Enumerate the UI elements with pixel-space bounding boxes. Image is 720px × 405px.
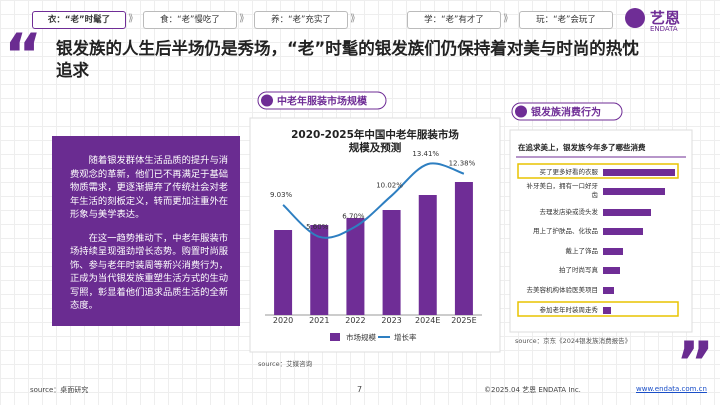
bar	[418, 195, 437, 315]
data-label: 9.03%	[270, 191, 293, 199]
highlight	[517, 301, 679, 317]
nav-tab[interactable]: 养：“老”充实了	[254, 11, 348, 29]
x-tick-label: 2025E	[451, 316, 476, 325]
x-tick-label: 2024E	[415, 316, 440, 325]
bar	[346, 218, 365, 315]
legend-swatch	[330, 333, 340, 341]
y-tick-label: 参加老年时装周走秀	[540, 305, 599, 314]
nav-arrow: ⟫	[128, 13, 134, 24]
bar	[603, 188, 665, 195]
data-label: 13.41%	[412, 150, 439, 158]
bar	[603, 248, 623, 255]
nav-arrow: ⟫	[239, 13, 245, 24]
y-tick-label: 去美容机构体验医美项目	[527, 285, 599, 294]
x-tick-label: 2023	[381, 316, 401, 325]
copyright: ©2025.04 艺恩 ENDATA Inc.	[484, 386, 581, 394]
section-icon	[261, 94, 273, 107]
data-label: 6.70%	[342, 213, 365, 221]
bar	[603, 209, 651, 216]
logo-mark	[625, 8, 645, 28]
bar	[603, 287, 614, 294]
data-label: 10.02%	[376, 182, 403, 190]
chart-title: 2020-2025年中国中老年服装市场规模及预测	[291, 128, 459, 154]
source: source：艾媒咨询	[258, 359, 313, 368]
quote-mark: “	[4, 21, 43, 89]
y-tick-label: 补牙美白，拥有一口好牙齿	[527, 181, 599, 199]
paragraph: 在这一趋势推动下，中老年服装市场持续呈现强劲增长态势。购置时尚服饰、参与老年时装…	[70, 232, 229, 312]
section-pill	[511, 102, 623, 121]
nav-tab[interactable]: 学：“老”有才了	[407, 11, 501, 29]
section-pill	[257, 91, 387, 110]
bar	[310, 225, 329, 315]
data-label: 12.38%	[449, 160, 476, 168]
bar	[603, 228, 643, 235]
y-tick-label: 去理发店染或烫头发	[540, 207, 599, 216]
source: source：京东《2024银发族消费报告》	[515, 336, 631, 345]
y-tick-label: 戴上了饰品	[566, 246, 599, 255]
logo-sub: ENDATA	[650, 25, 678, 33]
legend-label: 市场规模	[346, 332, 376, 342]
nav-arrow: ⟫	[350, 13, 356, 24]
x-tick-label: 2021	[309, 316, 329, 325]
quote-mark: ”	[676, 329, 715, 397]
x-tick-label: 2020	[273, 316, 293, 325]
y-tick-label: 买了更多好看的衣服	[540, 167, 599, 176]
x-tick-label: 2022	[345, 316, 365, 325]
growth-line	[282, 162, 465, 239]
bar	[454, 182, 473, 315]
nav-tab[interactable]: 食：“老”慢吃了	[143, 11, 237, 29]
nav-tab[interactable]: 玩：“老”会玩了	[519, 11, 613, 29]
bar	[603, 307, 611, 314]
nav-arrow: ⟫	[503, 13, 509, 24]
highlight	[517, 163, 679, 179]
footer-source: source：桌面研究	[30, 386, 89, 394]
bar	[382, 210, 401, 315]
y-tick-label: 拍了时尚写真	[559, 265, 599, 274]
bar	[274, 230, 293, 315]
nav-tab[interactable]: 衣：“老”时髦了	[32, 11, 126, 29]
url[interactable]: www.endata.com.cn	[636, 385, 707, 393]
heading: 银发族的人生后半场仍是秀场，“老”时髦的银发族们仍保持着对美与时尚的热忱追求	[56, 39, 639, 80]
bar	[603, 267, 620, 274]
page-number: 7	[357, 385, 363, 394]
data-label: 5.60%	[306, 223, 329, 231]
legend-label: 增长率	[394, 332, 417, 342]
section-label: 银发族消费行为	[531, 106, 601, 119]
text-box: 随着银发群体生活品质的提升与消费观念的革新，他们已不再满足于基础物质需求，更逐渐…	[52, 136, 240, 326]
paragraph: 随着银发群体生活品质的提升与消费观念的革新，他们已不再满足于基础物质需求，更逐渐…	[70, 155, 229, 220]
logo-name: 艺恩	[650, 9, 681, 27]
chart-subtitle: 在追求美上，银发族今年多了哪些消费	[518, 142, 646, 152]
section-icon	[515, 105, 527, 118]
section-label: 中老年服装市场规模	[277, 95, 368, 108]
y-tick-label: 用上了护肤品、化妆品	[533, 226, 598, 235]
bar	[603, 169, 675, 176]
